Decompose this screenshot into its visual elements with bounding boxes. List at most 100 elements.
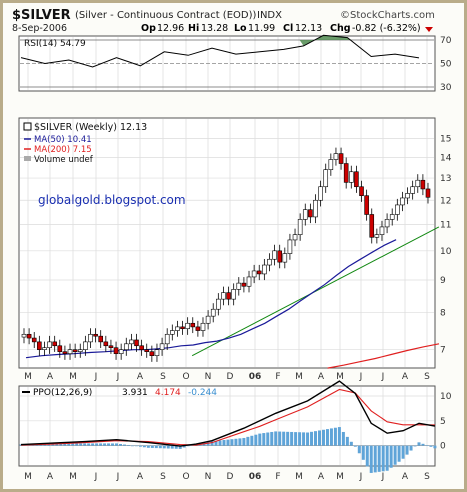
candle-body	[123, 343, 129, 350]
candle-body	[297, 219, 303, 235]
close-value: 12.13	[295, 23, 322, 34]
candle-body	[88, 333, 93, 343]
candle-body	[77, 349, 83, 352]
price-candle	[405, 187, 410, 205]
price-candle	[323, 163, 329, 193]
candle-body	[256, 270, 262, 275]
price-candle	[226, 286, 231, 306]
ppo-histogram-bar	[310, 431, 314, 446]
candle-body	[83, 341, 88, 350]
ppo-histogram-bar	[365, 445, 369, 467]
ppo-histogram-bar	[397, 445, 401, 462]
price-chart: 15 14 13 12 11 10 9 8 7 M A M J J A S O N D 06 F M A M J J A S	[20, 119, 452, 382]
price-candle	[26, 328, 32, 345]
ppo-chart: 10 5 0 M A M J J A S O N D 06 F M A M J J A S	[19, 380, 452, 482]
ppo-histogram-bar	[218, 440, 222, 446]
ppo-histogram-bar	[214, 440, 218, 446]
open-label: Op	[141, 23, 156, 34]
price-candle	[216, 293, 221, 316]
ppo-histogram-bar	[150, 445, 154, 448]
price-candle	[103, 335, 109, 352]
price-x-label: M	[24, 372, 32, 382]
ppo-histogram-bar	[385, 445, 389, 471]
low-label: Lo	[234, 23, 247, 34]
candle-body	[343, 163, 349, 183]
ppo-histogram-bar	[130, 445, 134, 447]
candle-body	[139, 345, 144, 350]
ppo-histogram-bar	[405, 445, 409, 455]
ppo-histogram-bar	[381, 445, 385, 472]
chart-date: 8-Sep-2006	[12, 23, 67, 34]
price-candle	[359, 180, 364, 202]
ppo-line	[20, 380, 436, 447]
price-y-tick: 12	[440, 196, 451, 206]
candle-body	[395, 204, 400, 215]
ppo-histogram-bar	[111, 443, 115, 446]
ppo-histogram-bar	[107, 443, 111, 446]
ppo-histogram-bar	[333, 427, 337, 446]
candle-body	[328, 159, 334, 170]
ma200-line	[327, 343, 440, 369]
ppo-histogram-bar	[250, 435, 254, 446]
price-candle	[256, 264, 262, 281]
price-x-label: F	[275, 372, 280, 382]
price-y-tick: 9	[440, 276, 446, 286]
candle-body	[216, 298, 221, 310]
ppo-panel	[18, 385, 436, 467]
price-candle	[31, 332, 37, 349]
candle-body	[42, 347, 47, 350]
candle-body	[267, 258, 272, 266]
candle-body	[405, 193, 410, 199]
ppo-histogram-bar	[417, 442, 421, 446]
ppo-histogram-bar	[162, 445, 166, 449]
stockcharts-credit: ©StockCharts.com	[340, 10, 435, 21]
ppo-histogram-bar	[282, 431, 286, 446]
candle-body	[98, 335, 104, 343]
ppo-histogram-bar	[142, 445, 146, 448]
price-candle	[333, 147, 339, 166]
ppo-histogram-bar	[103, 443, 107, 446]
rsi-chart: 70 50 30	[20, 34, 452, 93]
ppo-histogram-bar	[99, 443, 103, 446]
candle-body	[425, 188, 431, 198]
price-candle	[210, 303, 216, 323]
candle-body	[37, 341, 42, 350]
price-candle	[129, 333, 134, 350]
ppo-histogram-bar	[266, 432, 270, 446]
ppo-histogram-bar	[278, 431, 282, 446]
ppo-histogram-bar	[59, 443, 63, 446]
price-candle	[93, 328, 98, 343]
high-label: Hi	[188, 23, 199, 34]
candle-body	[400, 197, 405, 206]
candle-body	[272, 250, 277, 260]
candle-body	[302, 209, 308, 220]
price-candle	[42, 341, 47, 356]
price-candle	[343, 157, 349, 189]
candle-body	[93, 333, 98, 337]
ppo-histogram-bar	[230, 439, 234, 446]
ppo-x-label: A	[318, 472, 325, 482]
ppo-x-label: A	[137, 472, 144, 482]
ppo-histogram-bar	[95, 443, 99, 446]
legend-histogram-value: -0.244	[188, 388, 217, 398]
price-x-label: J	[359, 372, 363, 382]
ppo-histogram-bar	[83, 443, 87, 446]
price-candle	[415, 174, 421, 193]
price-y-tick: 8	[440, 309, 446, 319]
signal-line	[20, 388, 435, 446]
price-candle	[62, 345, 68, 360]
price-candle	[313, 194, 318, 224]
ppo-histogram-bar	[341, 431, 345, 446]
rsi-y-tick: 50	[440, 60, 452, 70]
price-y-tick: 14	[440, 154, 452, 164]
price-x-label: M	[69, 372, 77, 382]
price-candle	[88, 328, 93, 349]
candle-body	[348, 171, 354, 183]
price-x-label: A	[47, 372, 54, 382]
quote-bar: Op 12.96 Hi 13.28 Lo 11.99 Cl 12.13 Chg …	[141, 23, 433, 34]
price-x-label: 06	[249, 372, 262, 382]
price-candle	[170, 324, 175, 341]
price-candle	[98, 330, 104, 349]
legend-signal-value: 4.174	[155, 388, 181, 398]
ppo-histogram-bar	[75, 443, 79, 446]
